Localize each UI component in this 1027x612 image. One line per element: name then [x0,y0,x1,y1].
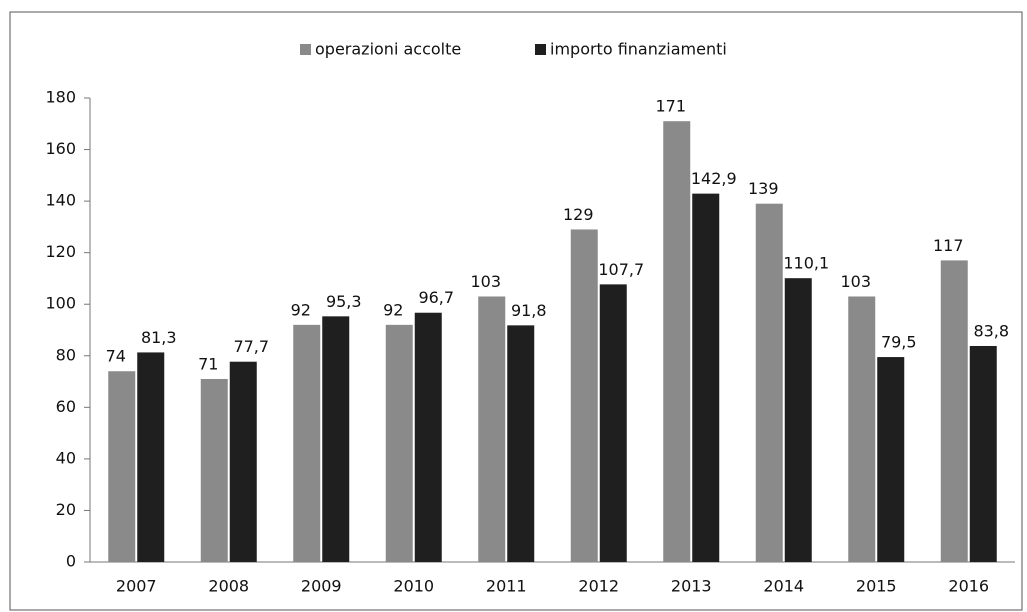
x-tick-label: 2013 [671,577,712,596]
y-tick-label: 20 [56,500,76,519]
bar [108,371,136,562]
bar [322,316,350,562]
data-label: 77,7 [233,337,269,356]
x-tick-label: 2007 [116,577,157,596]
data-label: 107,7 [598,260,644,279]
y-tick-label: 40 [56,448,76,467]
bar [478,296,506,562]
data-label: 171 [655,97,686,116]
data-label: 110,1 [783,254,829,273]
data-label: 92 [383,300,403,319]
data-label: 117 [933,236,964,255]
legend-swatch [300,44,311,55]
bar [877,357,905,562]
y-tick-label: 140 [45,191,76,210]
bar [663,121,691,562]
bar [940,260,968,562]
data-label: 81,3 [141,328,177,347]
data-label: 79,5 [881,333,917,352]
chart-frame [9,11,1023,611]
data-label: 71 [198,354,218,373]
bar [784,278,812,562]
data-label: 92 [291,300,311,319]
bar [137,352,165,562]
data-label: 74 [106,347,126,366]
y-tick-label: 0 [66,552,76,571]
data-label: 91,8 [511,301,547,320]
y-tick-label: 80 [56,345,76,364]
y-tick-label: 60 [56,397,76,416]
y-tick-label: 100 [45,294,76,313]
x-tick-label: 2011 [486,577,527,596]
bar [414,312,442,562]
x-tick-label: 2008 [208,577,249,596]
data-label: 95,3 [326,292,362,311]
bar [599,284,627,562]
data-label: 103 [470,272,501,291]
x-tick-label: 2015 [856,577,897,596]
bar [848,296,876,562]
data-label: 142,9 [691,169,737,188]
x-tick-label: 2009 [301,577,342,596]
legend-swatch [535,44,546,55]
bar [570,229,598,562]
y-tick-label: 120 [45,242,76,261]
data-label: 83,8 [973,321,1009,340]
legend-label: operazioni accolte [315,40,461,59]
x-tick-label: 2016 [948,577,989,596]
bar [507,325,535,562]
data-label: 103 [840,272,871,291]
data-label: 96,7 [418,288,454,307]
x-tick-label: 2010 [393,577,434,596]
data-label: 139 [748,179,779,198]
x-tick-label: 2014 [763,577,804,596]
bar [385,324,413,562]
legend-label: importo finanziamenti [550,40,727,59]
bar [229,361,257,562]
y-tick-label: 180 [45,88,76,107]
bar [692,193,720,562]
y-tick-label: 160 [45,139,76,158]
bar [755,203,783,562]
bar [293,324,321,562]
data-label: 129 [563,205,594,224]
x-tick-label: 2012 [578,577,619,596]
bar [969,345,997,562]
bar [200,378,228,562]
